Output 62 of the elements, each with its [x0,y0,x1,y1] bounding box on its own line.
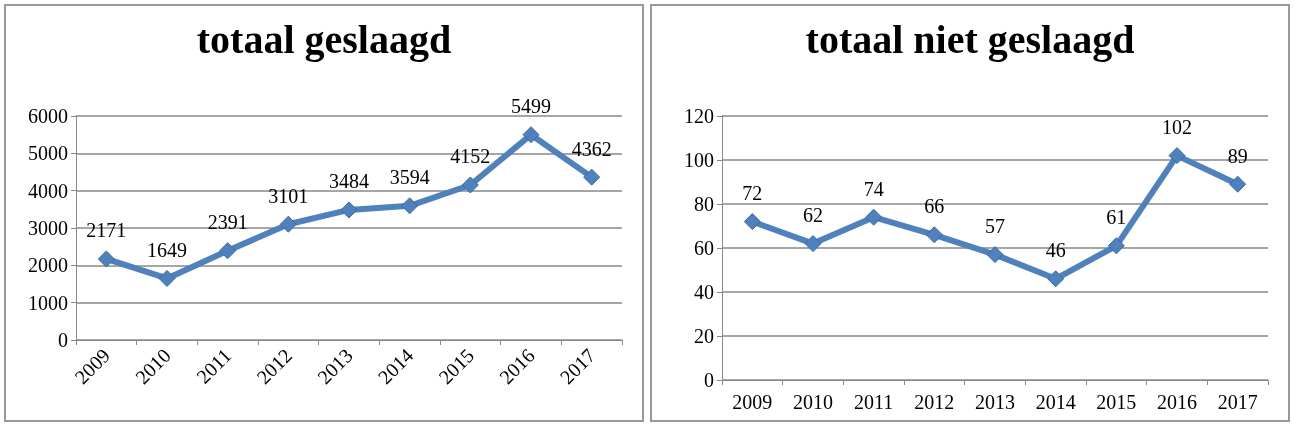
x-tick-label: 2017 [1217,391,1258,413]
point [583,168,601,186]
data-label: 62 [803,204,823,227]
data-label: 102 [1162,116,1192,139]
point [461,176,479,194]
y-tick-label: 0 [58,329,68,351]
data-label: 2391 [207,211,248,234]
point [97,250,115,268]
point [1168,147,1186,165]
data-label: 74 [863,177,884,200]
x-tick-label: 2013 [975,391,1015,413]
data-label: 2171 [86,219,127,242]
data-label: 5499 [511,95,551,118]
y-tick-label: 4000 [28,179,68,202]
chart-title: totaal niet geslaagd [805,16,1135,62]
point [158,269,176,287]
data-label: 4152 [450,145,491,168]
y-tick-label: 80 [694,193,714,215]
x-tick-label: 2011 [854,391,894,413]
data-label: 72 [742,182,763,205]
y-tick-label: 0 [704,369,714,391]
point [1107,237,1125,255]
point [340,201,358,219]
y-tick-label: 5000 [28,142,68,165]
data-label: 46 [1045,239,1066,262]
y-tick-label: 3000 [28,217,68,239]
point [1229,175,1247,193]
point [219,242,237,260]
point [743,213,761,231]
chart-title: totaal geslaagd [196,16,452,62]
x-tick-label: 2011 [192,344,236,388]
x-tick-label: 2009 [732,391,773,413]
y-tick-label: 6000 [28,105,68,127]
point [401,197,419,215]
data-label: 57 [985,215,1005,238]
point [925,226,943,244]
data-label: 3484 [329,170,369,193]
point [865,208,883,226]
data-label: 66 [924,195,945,218]
y-tick-label: 2000 [28,254,68,277]
x-tick-label: 2012 [914,391,955,413]
x-tick-label: 2015 [1096,391,1137,413]
y-tick-label: 60 [694,237,714,259]
point [986,246,1004,264]
y-tick-label: 120 [684,105,714,127]
y-tick-label: 20 [694,325,714,347]
x-tick-label: 2010 [793,391,833,413]
x-tick-label: 2014 [1035,391,1076,413]
point [279,215,297,233]
x-tick-label: 2016 [1157,391,1197,413]
data-label: 3594 [389,166,430,189]
data-label: 3101 [268,184,309,207]
y-tick-label: 1000 [28,291,68,314]
point [804,235,822,253]
data-label: 89 [1227,144,1248,167]
data-label: 1649 [147,238,187,261]
y-tick-label: 100 [684,149,714,171]
data-label: 4362 [571,137,612,160]
point [1047,270,1065,288]
data-label: 61 [1106,206,1127,229]
y-tick-label: 40 [694,281,714,303]
point [522,126,540,144]
